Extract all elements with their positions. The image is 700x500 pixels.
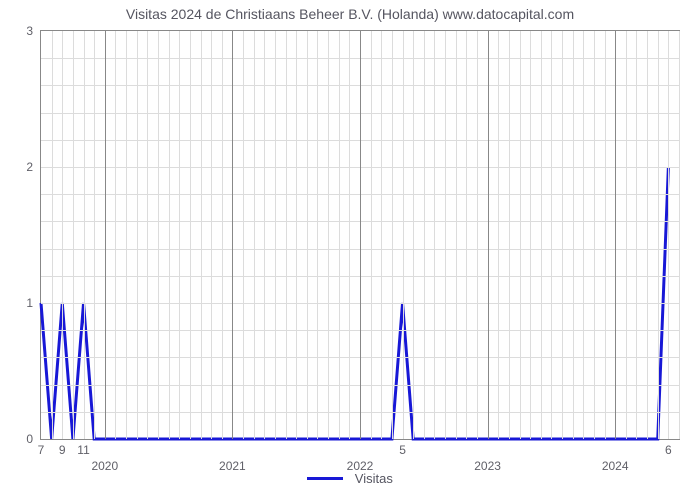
gridline-v [286,31,287,439]
gridline-v [466,31,467,439]
gridline-v [626,31,627,439]
gridline-v [456,31,457,439]
plot-area: 012320202021202220232024791156 [40,30,680,440]
gridline-v [147,31,148,439]
gridline-v [254,31,255,439]
year-marker-line [232,31,233,439]
gridline-v [605,31,606,439]
y-tick-label: 1 [26,296,41,310]
gridline-v [222,31,223,439]
x-tick-label: 11 [77,439,89,457]
y-tick-label: 2 [26,160,41,174]
gridline-v [477,31,478,439]
gridline-v [424,31,425,439]
gridline-v [594,31,595,439]
gridline-v [115,31,116,439]
gridline-v [169,31,170,439]
gridline-v [530,31,531,439]
gridline-v [296,31,297,439]
legend-label: Visitas [355,471,393,486]
x-tick-label: 7 [38,439,45,457]
gridline-v [190,31,191,439]
x-tick-label: 9 [59,439,66,457]
year-label: 2024 [602,439,629,473]
gridline-v [520,31,521,439]
year-label: 2021 [219,439,246,473]
visits-chart: Visitas 2024 de Christiaans Beheer B.V. … [0,0,700,500]
gridline-v [392,31,393,439]
gridline-v [445,31,446,439]
gridline-v [647,31,648,439]
x-tick-label: 6 [665,439,672,457]
gridline-v [636,31,637,439]
gridline-v [583,31,584,439]
gridline-v [339,31,340,439]
gridline-v [541,31,542,439]
gridline-v [307,31,308,439]
gridline-v [381,31,382,439]
gridline-v [679,31,680,439]
gridline-v [434,31,435,439]
gridline-v [658,31,659,439]
gridline-v [201,31,202,439]
gridline-v [275,31,276,439]
x-tick-label: 5 [399,439,406,457]
gridline-v [573,31,574,439]
gridline-v [137,31,138,439]
gridline-v [498,31,499,439]
gridline-v [62,31,63,439]
gridline-v [179,31,180,439]
y-tick-label: 3 [26,24,41,38]
legend: Visitas [0,470,700,486]
year-marker-line [615,31,616,439]
gridline-v [403,31,404,439]
gridline-v [328,31,329,439]
gridline-v [668,31,669,439]
gridline-v [243,31,244,439]
gridline-v [349,31,350,439]
gridline-v [158,31,159,439]
year-marker-line [105,31,106,439]
gridline-v [509,31,510,439]
gridline-v [52,31,53,439]
gridline-v [264,31,265,439]
year-label: 2023 [474,439,501,473]
gridline-v [317,31,318,439]
year-marker-line [488,31,489,439]
gridline-v [413,31,414,439]
gridline-v [94,31,95,439]
year-label: 2020 [91,439,118,473]
gridline-v [126,31,127,439]
gridline-v [562,31,563,439]
gridline-v [84,31,85,439]
chart-title: Visitas 2024 de Christiaans Beheer B.V. … [0,6,700,22]
year-label: 2022 [347,439,374,473]
year-marker-line [360,31,361,439]
gridline-v [551,31,552,439]
gridline-v [211,31,212,439]
gridline-v [371,31,372,439]
legend-swatch [307,477,343,480]
gridline-v [73,31,74,439]
